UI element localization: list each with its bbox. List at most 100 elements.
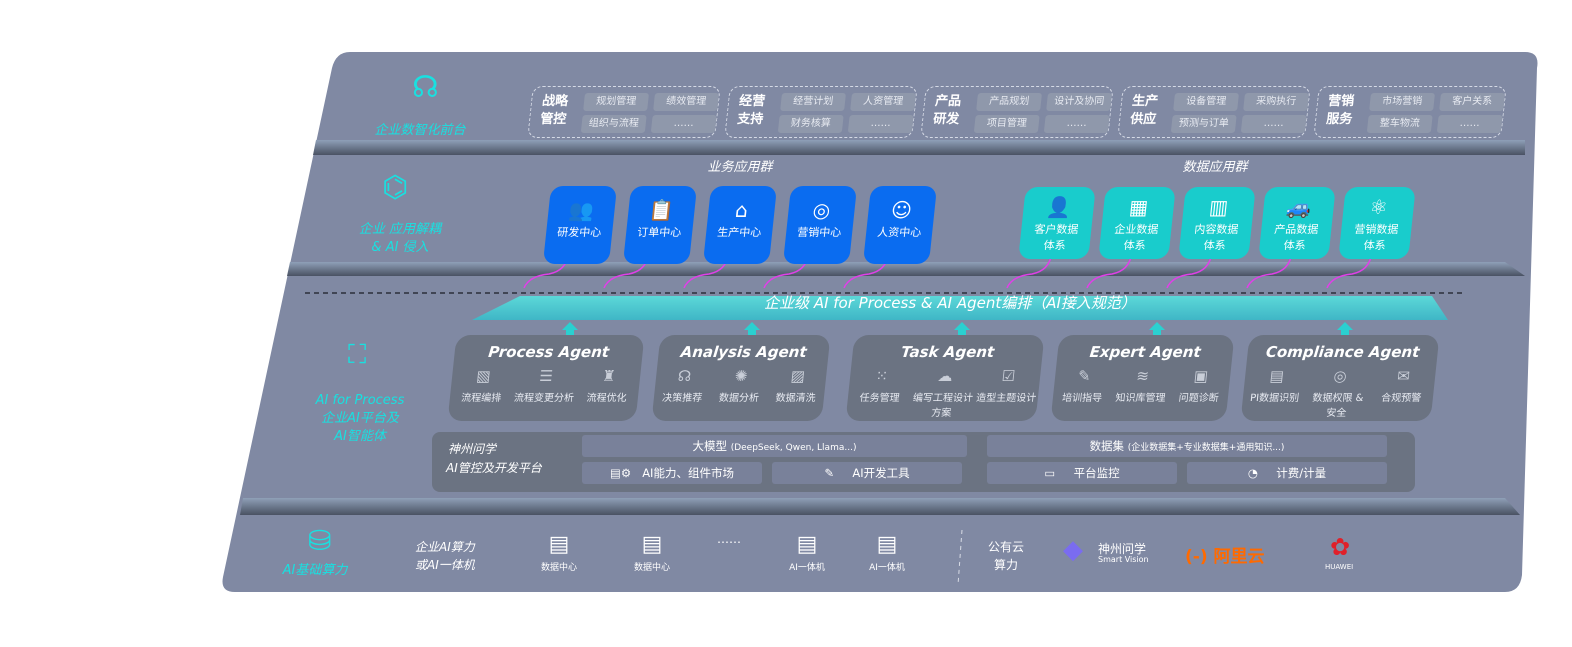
capability-icon: ☑ [1000,367,1017,385]
agent-capability[interactable]: ≋ 知识库管理 [1111,367,1173,404]
tool-monitor[interactable]: ▭ 平台监控 [987,462,1177,484]
capability-chip[interactable]: 规划管理 [583,93,649,111]
capability-group: 产品研发 产品规划 设计及协同 项目管理…… [920,86,1114,138]
agent-title: Task Agent [900,343,996,361]
target-icon: ◎ [811,198,832,222]
agent-capability[interactable]: ▣ 问题诊断 [1169,367,1231,404]
agent-card[interactable]: Task Agent ⁙ 任务管理 ☁ 编写工程设计方案 ☑ 造型主题设计 [845,335,1045,421]
molecule-icon: ⌬ [382,170,409,205]
up-arrow-icon [562,322,578,338]
capability-chip[interactable]: 人资管理 [850,93,916,111]
capability-chip[interactable]: …… [1240,115,1307,133]
capability-chip[interactable]: 整车物流 [1366,115,1433,133]
capability-label: 造型主题设计 [975,393,1037,404]
capability-icon: ☊ [676,367,693,385]
agent-capability[interactable]: ☑ 造型主题设计 [973,367,1041,419]
capability-chip[interactable]: 市场营销 [1369,93,1435,111]
agent-capability[interactable]: ⁙ 任务管理 [846,367,914,419]
server-icon: ▤ [796,532,818,557]
capability-chip[interactable]: 设计及协同 [1046,93,1112,111]
agent-capability[interactable]: ▤ PI数据识别 [1241,367,1309,419]
data-app-card[interactable]: 👤 客户数据 体系 [1018,187,1096,259]
business-app-card[interactable]: 👥 研发中心 [542,186,618,264]
capability-chip[interactable]: 设备管理 [1173,93,1239,111]
capability-icon: ✺ [733,367,749,385]
tool-marketplace[interactable]: ▤⚙ AI能力、组件市场 [582,462,762,484]
agent-capability[interactable]: ✉ 合规预警 [1368,367,1436,419]
group-title: 生产供应 [1129,94,1159,127]
agent-card[interactable]: Analysis Agent ☊ 决策推荐 ✺ 数据分析 ▨ 数据清洗 [651,335,831,421]
factory-icon: ⌂ [733,198,750,222]
capability-chip[interactable]: 预测与订单 [1170,115,1237,133]
data-app-card[interactable]: 🚙 产品数据体系 [1258,187,1336,259]
ai-label-3: AI智能体 [334,429,386,444]
agent-capability[interactable]: ◎ 数据权限 & 安全 [1304,367,1372,419]
capability-chip[interactable]: …… [650,115,717,133]
agent-capability[interactable]: ☊ 决策推荐 [654,367,714,404]
capability-label: 数据分析 [718,393,760,404]
ai-label-2: 企业AI平台及 [321,411,399,426]
agent-capability[interactable]: ♜ 流程优化 [575,367,641,404]
connector-arrow [1086,247,1133,289]
agent-capability[interactable]: ✎ 培训指导 [1053,367,1115,404]
infra-label: AI基础算力 [282,563,348,578]
connector-arrow [1326,247,1373,289]
agent-capability[interactable]: ✺ 数据分析 [710,367,770,404]
agent-capability[interactable]: ☰ 流程变更分析 [512,367,578,404]
data-app-card[interactable]: ▦ 企业数据 体系 [1098,187,1176,259]
aliyun-name: 阿里云 [1213,547,1265,567]
data-app-card[interactable]: ▥ 内容数据 体系 [1178,187,1256,259]
capability-chip[interactable]: …… [847,115,914,133]
capability-chip[interactable]: 项目管理 [973,115,1040,133]
agent-title: Analysis Agent [679,343,808,361]
tool-dev[interactable]: ✎ AI开发工具 [772,462,962,484]
capability-label: 问题诊断 [1178,393,1220,404]
capability-group: 营销服务 市场营销 客户关系 整车物流…… [1313,86,1507,138]
capability-chip[interactable]: 绩效管理 [653,93,719,111]
capability-label: 知识库管理 [1114,393,1166,404]
server-item: ▤ 数据中心 [627,532,677,573]
capability-chip[interactable]: 采购执行 [1243,93,1309,111]
tool-label: AI开发工具 [852,466,910,480]
capability-chip[interactable]: 客户关系 [1439,93,1505,111]
agent-card[interactable]: Process Agent ▧ 流程编排 ☰ 流程变更分析 ♜ 流程优化 [447,335,645,421]
group-title: 营销服务 [1325,94,1355,127]
business-app-card[interactable]: ◎ 营销中心 [782,186,858,264]
capability-label: 合规预警 [1380,393,1422,404]
agent-card[interactable]: Compliance Agent ▤ PI数据识别 ◎ 数据权限 & 安全 ✉ 合规预警 [1240,335,1440,421]
business-app-card[interactable]: 📋 订单中心 [622,186,698,264]
capability-chip[interactable]: …… [1436,115,1503,133]
business-app-card[interactable]: ☺ 人资中心 [862,186,938,264]
dataset-bar: 数据集 (企业数据集+专业数据集+通用知识...) [987,435,1387,457]
capability-label: PI数据识别 [1249,393,1300,404]
public-line-1: 公有云 [988,540,1025,554]
capability-chip[interactable]: 组织与流程 [580,115,647,133]
agent-capability[interactable]: ▧ 流程编排 [450,367,516,404]
data-app-card[interactable]: ⚛ 营销数据 体系 [1338,187,1416,259]
agent-capability[interactable]: ☁ 编写工程设计方案 [909,367,977,419]
capability-chip[interactable]: 财务核算 [777,115,844,133]
server-item: ▤ AI一体机 [782,532,832,573]
connector-arrow [1006,247,1053,289]
capability-chip[interactable]: 经营计划 [780,93,846,111]
capability-chip[interactable]: …… [1043,115,1110,133]
capability-icon: ☰ [538,367,554,385]
agent-card[interactable]: Expert Agent ✎ 培训指导 ≋ 知识库管理 ▣ 问题诊断 [1050,335,1235,421]
capability-chip[interactable]: 产品规划 [976,93,1042,111]
card-label: 体系 [1122,239,1147,252]
up-arrow-icon [1337,322,1353,338]
card-label: 产品数据 [1273,223,1319,236]
card-label: 体系 [1202,239,1227,252]
business-app-card[interactable]: ⌂ 生产中心 [702,186,778,264]
car-icon: 🚙 [1284,195,1313,219]
capability-group: 战略管控 规划管理 绩效管理 组织与流程…… [527,86,721,138]
card-label: 体系 [1362,239,1387,252]
building-icon: ▦ [1127,195,1150,219]
capability-icon: ☁ [936,367,954,385]
brain-icon: ☊ [412,70,439,105]
tool-billing[interactable]: ◔ 计费/计量 [1187,462,1387,484]
card-label: 体系 [1282,239,1307,252]
agent-capability[interactable]: ▨ 数据清洗 [767,367,827,404]
connector-arrow [1166,247,1213,289]
server-item: ▤ AI一体机 [862,532,912,573]
